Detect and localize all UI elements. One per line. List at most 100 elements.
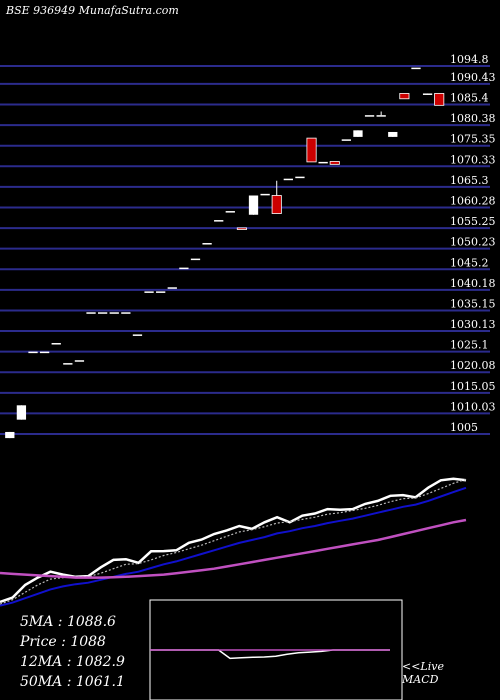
live-link[interactable]: <<Live	[402, 660, 444, 673]
candle-body	[248, 195, 259, 215]
candle-body	[190, 258, 201, 261]
candle-body	[306, 137, 317, 163]
candle	[51, 343, 61, 345]
candle-body	[388, 131, 398, 137]
candle	[353, 130, 363, 137]
candle	[376, 111, 386, 117]
price-grid	[0, 65, 490, 435]
y-tick-label: 1040.18	[450, 277, 496, 290]
candle	[86, 312, 96, 314]
candle-body	[179, 267, 189, 270]
y-tick-label: 1030.13	[450, 318, 496, 331]
price-readout: Price : 1088	[20, 634, 106, 650]
y-tick-label: 1075.35	[450, 133, 496, 146]
candle	[132, 334, 143, 336]
y-tick-label: 1045.2	[450, 256, 489, 269]
candle-body	[214, 220, 224, 222]
y-tick-label: 1055.25	[450, 215, 496, 228]
candle	[214, 220, 224, 222]
chart-title: BSE 936949 MunafaSutra.com	[6, 4, 179, 17]
candle-body	[109, 312, 119, 314]
candle-body	[295, 176, 305, 179]
y-tick-label: 1090.43	[450, 71, 496, 84]
y-tick-label: 1060.28	[450, 194, 496, 207]
y-tick-label: 1035.15	[450, 297, 496, 310]
candle	[283, 178, 293, 181]
candle-body	[51, 343, 61, 345]
candle	[329, 161, 340, 165]
macd-label: MACD	[402, 673, 439, 686]
candle	[318, 161, 328, 164]
candle-body	[376, 115, 386, 117]
macd-caption: <<Live MACD	[402, 660, 444, 686]
candle-body	[63, 363, 73, 365]
candle-body	[16, 405, 27, 420]
ma-mid-line	[0, 486, 467, 607]
candle	[179, 267, 189, 270]
candle	[399, 93, 410, 100]
price-axis: 1094.8 1090.43 1085.4 1080.38 1075.35 1070.33…	[450, 53, 496, 434]
y-tick-label: 1085.4	[450, 92, 489, 105]
candle	[5, 431, 15, 439]
candle-body	[353, 130, 363, 137]
candle	[422, 93, 433, 95]
candle	[28, 351, 38, 354]
candle-body	[411, 67, 421, 70]
candle	[121, 312, 131, 314]
candle	[434, 93, 445, 106]
ma-long-line	[0, 518, 467, 579]
candle-body	[167, 287, 177, 289]
candle-body	[341, 139, 351, 141]
candle-body	[271, 195, 282, 214]
candle-body	[144, 291, 154, 293]
price-line	[0, 477, 467, 604]
ma-short-line	[0, 478, 467, 605]
candle	[295, 176, 305, 179]
candle	[260, 193, 270, 196]
candle-body	[318, 161, 328, 164]
candle	[39, 351, 50, 354]
candle-body	[98, 312, 108, 314]
candle-body	[236, 227, 247, 230]
y-tick-label: 1050.23	[450, 236, 496, 249]
y-tick-label: 1015.05	[450, 380, 496, 393]
candle	[411, 67, 421, 70]
candle	[341, 139, 351, 141]
candle	[98, 312, 108, 314]
candle	[156, 291, 166, 293]
candle	[248, 195, 259, 215]
moving-average-lines	[0, 477, 467, 607]
candle	[202, 243, 212, 245]
candle	[16, 405, 27, 420]
candle	[144, 291, 154, 293]
candle	[364, 115, 375, 117]
candle-body	[422, 93, 433, 95]
candle-body	[202, 243, 212, 245]
y-tick-label: 1070.33	[450, 153, 496, 166]
ma12-readout: 12MA : 1082.9	[20, 654, 125, 670]
candle	[306, 137, 317, 163]
y-tick-label: 1065.3	[450, 174, 489, 187]
y-tick-label: 1010.03	[450, 400, 496, 413]
candle	[74, 360, 85, 362]
y-tick-label: 1094.8	[450, 53, 489, 66]
ma5-readout: 5MA : 1088.6	[20, 614, 116, 630]
candlesticks	[5, 67, 445, 439]
candle	[190, 258, 201, 261]
candle-body	[39, 351, 50, 354]
macd-line	[150, 649, 390, 660]
candle-body	[399, 93, 410, 100]
candle-body	[132, 334, 143, 336]
y-tick-label: 1020.08	[450, 359, 496, 372]
candle-body	[434, 93, 445, 106]
candle-body	[121, 312, 131, 314]
candle	[271, 180, 282, 214]
candle-body	[74, 360, 85, 362]
candle-body	[364, 115, 375, 117]
candle	[63, 363, 73, 365]
candle	[109, 312, 119, 314]
y-tick-label: 1025.1	[450, 339, 489, 352]
candle	[236, 227, 247, 230]
candle-body	[5, 431, 15, 439]
